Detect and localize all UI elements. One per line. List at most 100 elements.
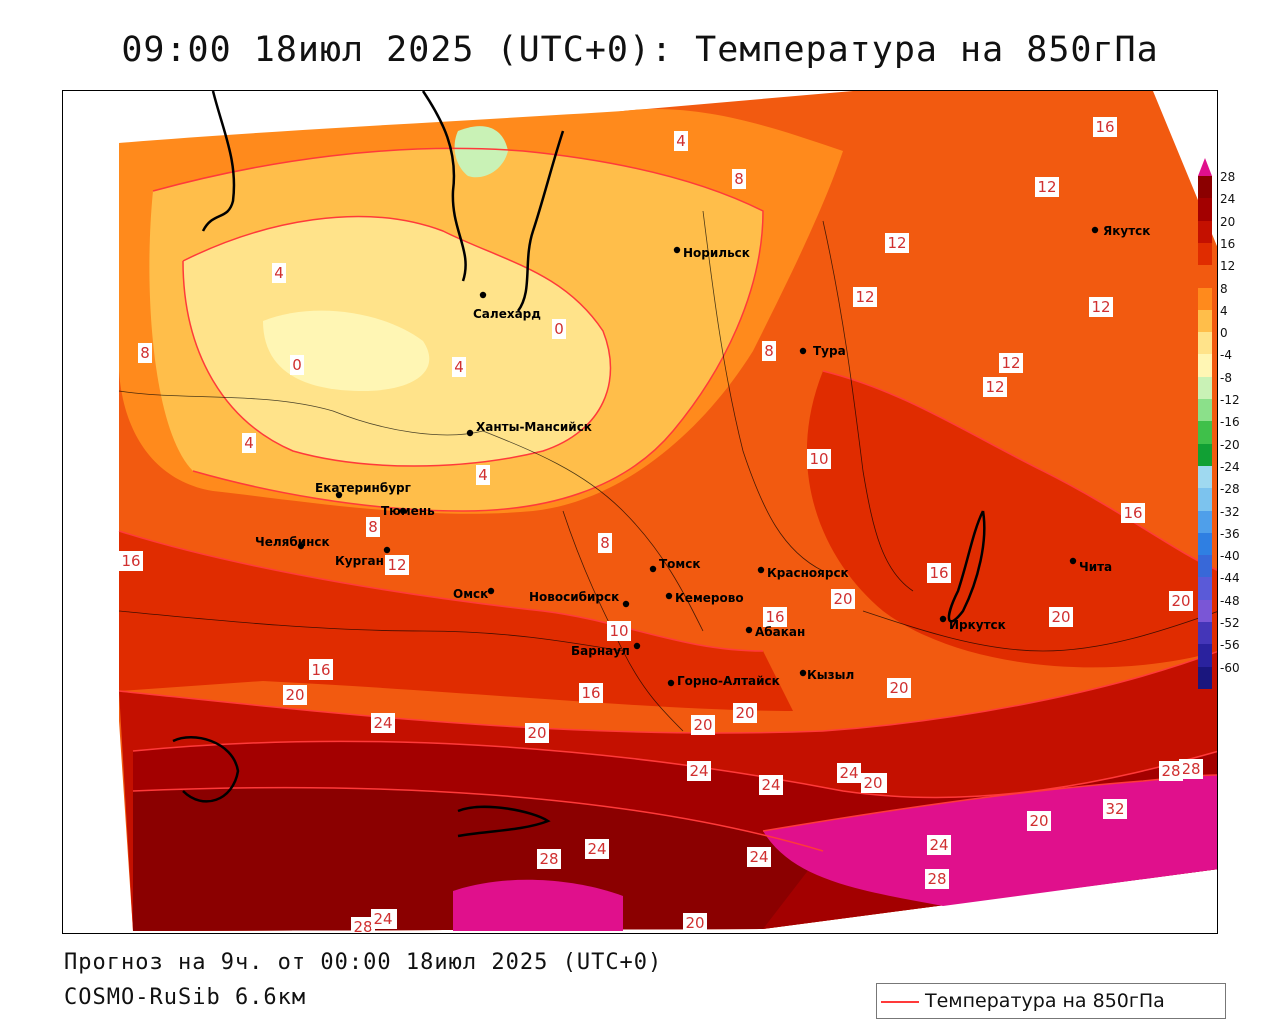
isotherm-label-box	[732, 169, 746, 189]
colorbar-tick-label: -4	[1220, 348, 1232, 363]
temperature-map: 16 12 4 8 12 12 12 12 12 4 8 0 4 0 8 4 10 10 4 8 16 16 16 20 8 12…	[118, 91, 1217, 933]
isotherm-label: 16	[581, 684, 600, 702]
colorbar-segment	[1198, 287, 1212, 311]
isotherm-label: 16	[1123, 504, 1142, 522]
isotherm-label: 28	[1181, 760, 1200, 778]
city-dot	[399, 507, 407, 515]
isotherm-label: 20	[685, 914, 704, 932]
colorbar-segment	[1198, 577, 1212, 601]
isotherm-label-box	[351, 917, 375, 933]
isotherm-label: 0	[292, 356, 302, 374]
city-dot	[335, 491, 343, 499]
city-dot	[745, 626, 753, 634]
city-dot	[479, 291, 487, 299]
isotherm-label-box	[674, 131, 688, 151]
isotherm-label-box	[807, 449, 831, 469]
colorbar-segment	[1198, 622, 1212, 645]
isotherm-label: 12	[1001, 354, 1020, 372]
colorbar-segment	[1198, 220, 1212, 244]
isotherm-label: 8	[368, 518, 378, 536]
colorbar-tick-label: 24	[1220, 192, 1236, 207]
colorbar-tick-label: 0	[1220, 326, 1228, 341]
temperature-fill	[119, 91, 1217, 931]
isotherm-label: 12	[985, 378, 1004, 396]
isotherm-label: 4	[478, 466, 488, 484]
isotherm-label-box	[927, 563, 951, 583]
isotherm-label: 16	[929, 564, 948, 582]
colorbar-segment	[1198, 421, 1212, 445]
isotherm-label-box	[1159, 761, 1183, 781]
city-dot	[297, 542, 305, 550]
city-label: Абакан	[755, 625, 805, 639]
isotherm-label-box	[290, 355, 304, 375]
isotherm-label-box	[763, 607, 787, 627]
isotherm-label: 20	[285, 686, 304, 704]
isotherm-label-box	[983, 377, 1007, 397]
isotherm-label-box	[138, 343, 152, 363]
colorbar-segment	[1198, 332, 1212, 355]
colorbar-top-arrow	[1198, 158, 1212, 176]
isotherm-label-box	[733, 703, 757, 723]
colorbar-tick-label: -28	[1220, 482, 1240, 497]
colorbar-tick-label: -48	[1220, 593, 1240, 608]
isotherm-label: 16	[121, 552, 140, 570]
isotherm-label: 12	[1037, 178, 1056, 196]
isotherm-label-box	[853, 287, 877, 307]
colorbar-tick-label: -40	[1220, 549, 1240, 564]
city-label: Новосибирск	[529, 590, 619, 604]
colorbar-tick-label: 4	[1220, 303, 1228, 318]
isotherm-label-box	[1049, 607, 1073, 627]
isotherm-label: 8	[764, 342, 774, 360]
isotherm-label: 24	[749, 848, 768, 866]
isotherm-label: 8	[600, 534, 610, 552]
isotherm-label-box	[1027, 811, 1051, 831]
isotherm-label-box	[371, 713, 395, 733]
colorbar-tick-label: 28	[1220, 170, 1236, 184]
isotherm-label-box	[272, 263, 286, 283]
isotherm-label: 20	[1051, 608, 1070, 626]
colorbar-segment	[1198, 399, 1212, 422]
colorbar-tick-label: 16	[1220, 236, 1236, 251]
isotherm-label: 8	[140, 344, 150, 362]
isotherm-label: 24	[587, 840, 606, 858]
city-label: Тура	[813, 344, 846, 358]
map-area[interactable]: 16 12 4 8 12 12 12 12 12 4 8 0 4 0 8 4 10 10 4 8 16 16 16 20 8 12…	[62, 90, 1218, 934]
colorbar-tick-label: 20	[1220, 214, 1236, 229]
city-dot	[939, 615, 947, 623]
isotherm-label: 28	[539, 850, 558, 868]
isotherm-label-box	[598, 533, 612, 553]
isotherm-label-box	[837, 763, 861, 783]
city-label: Екатеринбург	[315, 481, 411, 495]
colorbar-tick-label: -36	[1220, 526, 1240, 541]
isotherm-label: 10	[609, 622, 628, 640]
isotherm-label-box	[525, 723, 549, 743]
colorbar-segment	[1198, 555, 1212, 578]
isotherm-label-box	[831, 589, 855, 609]
isotherm-label-box	[1093, 117, 1117, 137]
colorbar-segment	[1198, 532, 1212, 556]
isotherm-label-box	[366, 517, 380, 537]
city-dot	[1069, 557, 1077, 565]
isotherm-label-box	[683, 913, 707, 933]
isotherm-label-box	[1179, 759, 1203, 779]
band-16-east	[806, 371, 1217, 668]
colorbar-tick-label: -16	[1220, 415, 1240, 430]
city-label: Якутск	[1103, 224, 1150, 238]
isotherm-label-box	[1089, 297, 1113, 317]
colorbar-segment	[1198, 644, 1212, 668]
isotherm-label: 12	[387, 556, 406, 574]
city-markers: Якутск Норильск Салехард Тура Ханты-Мансийск…	[255, 224, 1150, 688]
city-dot	[667, 679, 675, 687]
isotherm-label-box	[885, 233, 909, 253]
isotherm-label-box	[861, 773, 885, 793]
isotherm-label-box	[999, 353, 1023, 373]
city-dot	[649, 565, 657, 573]
band-28-south	[133, 787, 823, 931]
band-hot-southwest	[453, 879, 623, 931]
coastlines	[172, 91, 986, 838]
colorbar-tick-label: -8	[1220, 370, 1232, 385]
isotherm-label-box	[579, 683, 603, 703]
city-dot	[466, 429, 474, 437]
isotherm-label-box	[537, 849, 561, 869]
isotherm-label-box	[762, 341, 776, 361]
